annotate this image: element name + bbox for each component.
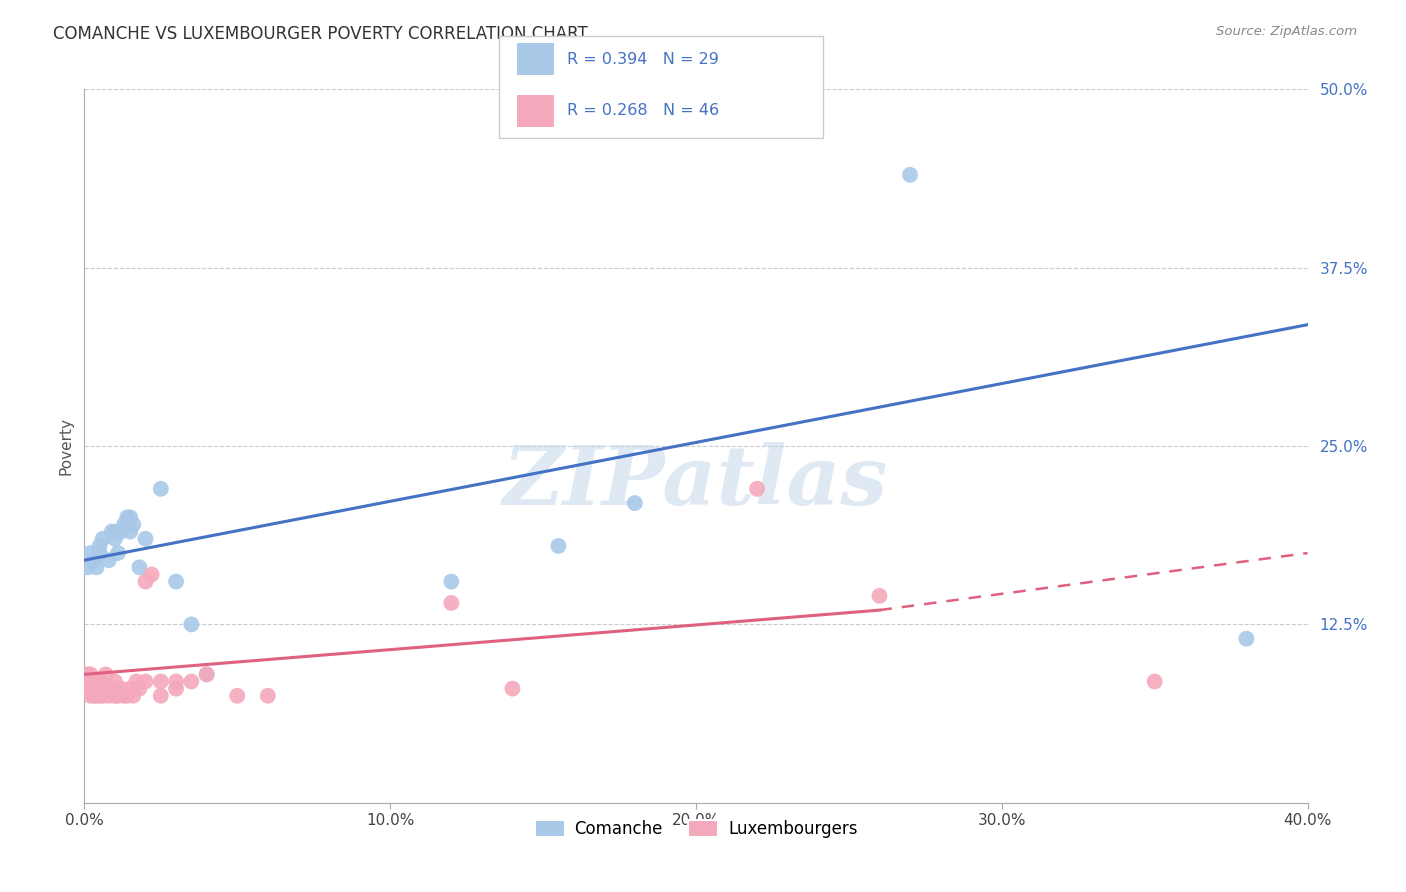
Point	[122, 689, 145, 703]
Text: R = 0.268   N = 46: R = 0.268 N = 46	[567, 103, 718, 118]
Y-axis label: Poverty: Poverty	[58, 417, 73, 475]
Point	[89, 546, 111, 560]
Point	[76, 560, 98, 574]
Text: ZIPatlas: ZIPatlas	[503, 442, 889, 522]
Point	[89, 674, 111, 689]
Point	[83, 681, 105, 696]
Point	[107, 681, 129, 696]
Point	[257, 689, 280, 703]
Text: R = 0.394   N = 29: R = 0.394 N = 29	[567, 52, 718, 67]
Point	[115, 689, 138, 703]
Point	[104, 674, 127, 689]
Point	[135, 532, 157, 546]
Point	[165, 681, 187, 696]
Point	[502, 681, 524, 696]
Text: Source: ZipAtlas.com: Source: ZipAtlas.com	[1216, 25, 1357, 38]
Point	[76, 674, 98, 689]
Point	[120, 510, 142, 524]
Point	[115, 510, 138, 524]
Point	[440, 596, 463, 610]
Point	[89, 689, 111, 703]
Point	[120, 681, 142, 696]
Point	[94, 681, 117, 696]
Point	[135, 574, 157, 589]
Legend: Comanche, Luxembourgers: Comanche, Luxembourgers	[527, 813, 865, 845]
Point	[1236, 632, 1258, 646]
Point	[747, 482, 769, 496]
Point	[91, 689, 114, 703]
Point	[101, 681, 124, 696]
Point	[76, 667, 98, 681]
Point	[86, 689, 108, 703]
Point	[83, 674, 105, 689]
Point	[122, 517, 145, 532]
Point	[226, 689, 249, 703]
Point	[149, 482, 172, 496]
Point	[869, 589, 891, 603]
Point	[110, 681, 132, 696]
Point	[107, 546, 129, 560]
Point	[97, 553, 120, 567]
Point	[112, 517, 135, 532]
Point	[1143, 674, 1166, 689]
Point	[141, 567, 163, 582]
Point	[180, 617, 202, 632]
Point	[149, 689, 172, 703]
Point	[94, 667, 117, 681]
Point	[128, 681, 150, 696]
Point	[180, 674, 202, 689]
Point	[107, 689, 129, 703]
Point	[101, 524, 124, 539]
Point	[149, 674, 172, 689]
Point	[97, 689, 120, 703]
Point	[104, 524, 127, 539]
Point	[112, 689, 135, 703]
Point	[104, 689, 127, 703]
Point	[165, 674, 187, 689]
Point	[104, 532, 127, 546]
Point	[135, 674, 157, 689]
Point	[83, 689, 105, 703]
Point	[898, 168, 921, 182]
Point	[86, 560, 108, 574]
Point	[195, 667, 218, 681]
Point	[76, 681, 98, 696]
Point	[83, 553, 105, 567]
Point	[91, 681, 114, 696]
Point	[624, 496, 647, 510]
Text: COMANCHE VS LUXEMBOURGER POVERTY CORRELATION CHART: COMANCHE VS LUXEMBOURGER POVERTY CORRELA…	[53, 25, 588, 43]
Point	[79, 667, 101, 681]
Point	[91, 532, 114, 546]
Point	[125, 674, 148, 689]
Point	[79, 546, 101, 560]
Point	[89, 539, 111, 553]
Point	[165, 574, 187, 589]
Point	[86, 681, 108, 696]
Point	[110, 524, 132, 539]
Point	[120, 524, 142, 539]
Point	[79, 689, 101, 703]
Point	[128, 560, 150, 574]
Point	[89, 681, 111, 696]
Point	[547, 539, 569, 553]
Point	[440, 574, 463, 589]
Point	[195, 667, 218, 681]
